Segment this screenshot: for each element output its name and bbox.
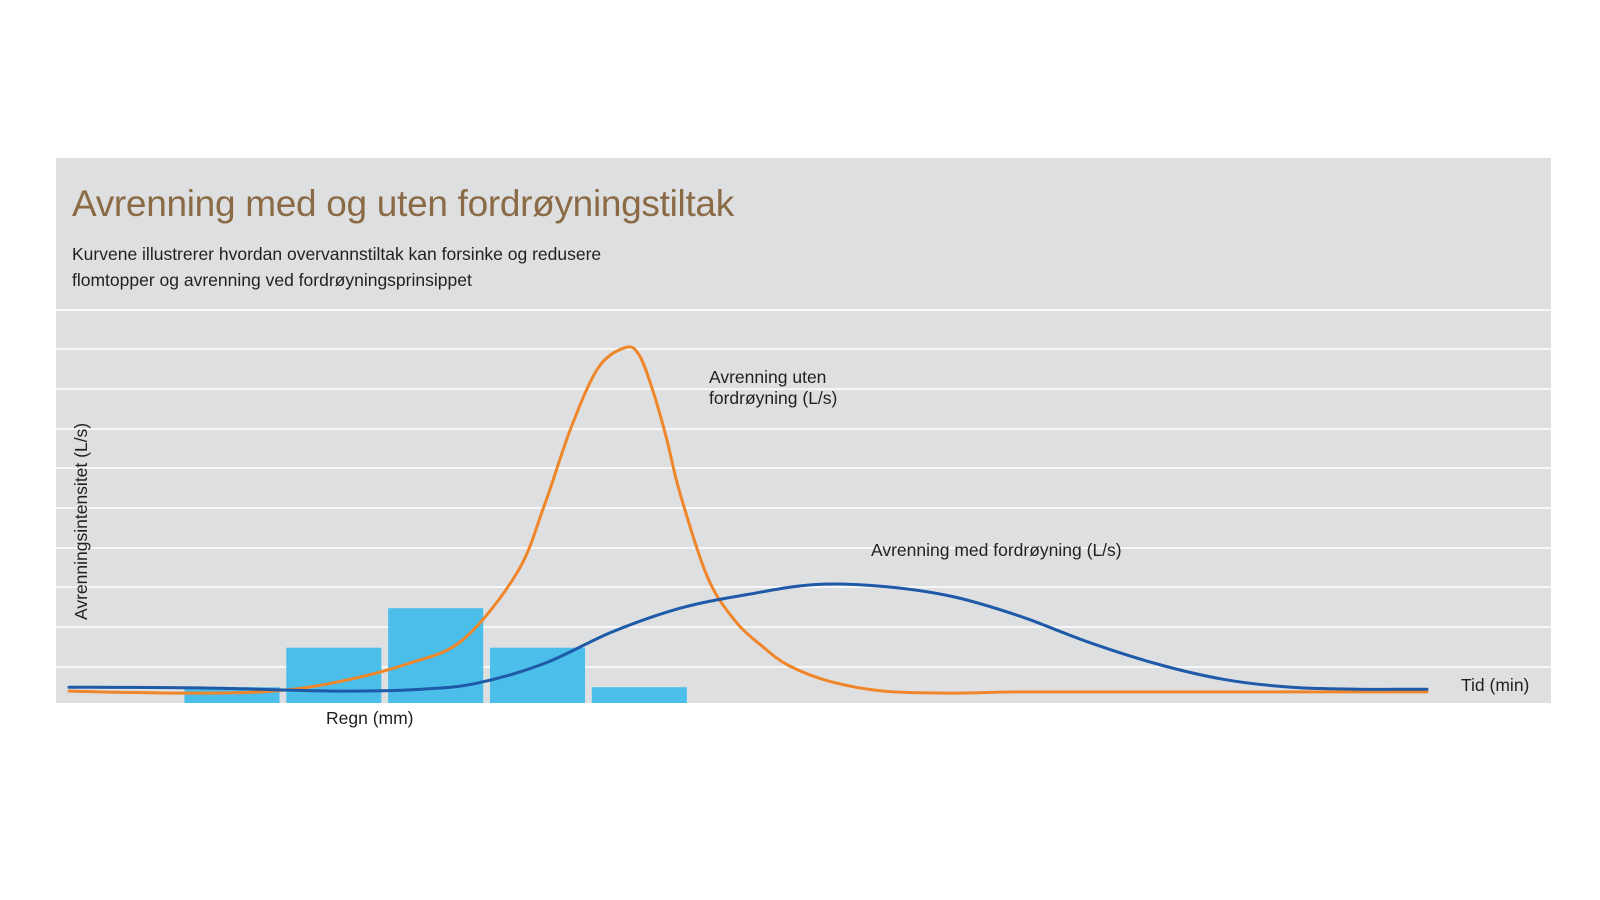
chart-subtitle-line-2: flomtopper og avrenning ved fordrøynings… <box>72 270 472 290</box>
y-axis-label: Avrenningsintensitet (L/s) <box>71 423 91 620</box>
chart-subtitle-line-1: Kurvene illustrerer hvordan overvannstil… <box>72 244 602 264</box>
chart-panel <box>56 158 1551 703</box>
series-line-uten-fordrøyning <box>67 345 1429 695</box>
series-label-uten-line-2: fordrøyning (L/s) <box>709 388 837 408</box>
rain-bar-4 <box>591 687 687 703</box>
series-line-med-fordrøyning <box>67 582 1429 693</box>
series-label-uten-line-1: Avrenning uten <box>709 367 826 387</box>
chart-title: Avrenning med og uten fordrøyningstiltak <box>72 183 734 224</box>
series-label-med: Avrenning med fordrøyning (L/s) <box>871 540 1122 560</box>
rain-bar-label: Regn (mm) <box>326 708 414 728</box>
x-axis-label: Tid (min) <box>1461 675 1529 695</box>
